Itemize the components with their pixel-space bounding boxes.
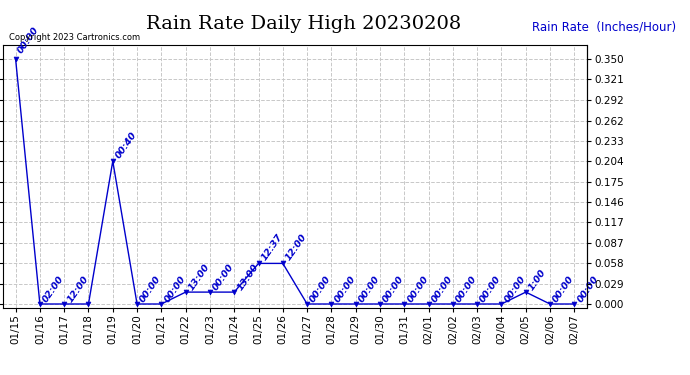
- Text: Copyright 2023 Cartronics.com: Copyright 2023 Cartronics.com: [9, 33, 140, 42]
- Text: 00:00: 00:00: [357, 274, 382, 304]
- Text: 00:00: 00:00: [406, 274, 431, 304]
- Text: 00:00: 00:00: [163, 274, 187, 304]
- Text: 12:37: 12:37: [259, 232, 284, 262]
- Text: 00:00: 00:00: [308, 274, 333, 304]
- Text: 00:00: 00:00: [211, 262, 236, 292]
- Text: Rain Rate Daily High 20230208: Rain Rate Daily High 20230208: [146, 15, 461, 33]
- Text: 00:00: 00:00: [16, 26, 40, 56]
- Text: 00:00: 00:00: [575, 274, 600, 304]
- Text: 00:00: 00:00: [381, 274, 406, 304]
- Text: 00:00: 00:00: [454, 274, 479, 304]
- Text: 00:00: 00:00: [430, 274, 455, 304]
- Text: 00:40: 00:40: [114, 130, 139, 160]
- Text: 12:00: 12:00: [284, 232, 308, 262]
- Text: 13:00: 13:00: [187, 262, 212, 292]
- Text: 00:00: 00:00: [551, 274, 576, 304]
- Text: 02:00: 02:00: [41, 274, 66, 304]
- Text: 00:00: 00:00: [138, 274, 163, 304]
- Text: 00:00: 00:00: [478, 274, 503, 304]
- Text: 13:00: 13:00: [235, 262, 260, 292]
- Text: 00:00: 00:00: [503, 274, 527, 304]
- Text: 1:00: 1:00: [527, 267, 548, 292]
- Text: 12:00: 12:00: [66, 274, 90, 304]
- Text: Rain Rate  (Inches/Hour): Rain Rate (Inches/Hour): [532, 21, 676, 34]
- Text: 00:00: 00:00: [333, 274, 357, 304]
